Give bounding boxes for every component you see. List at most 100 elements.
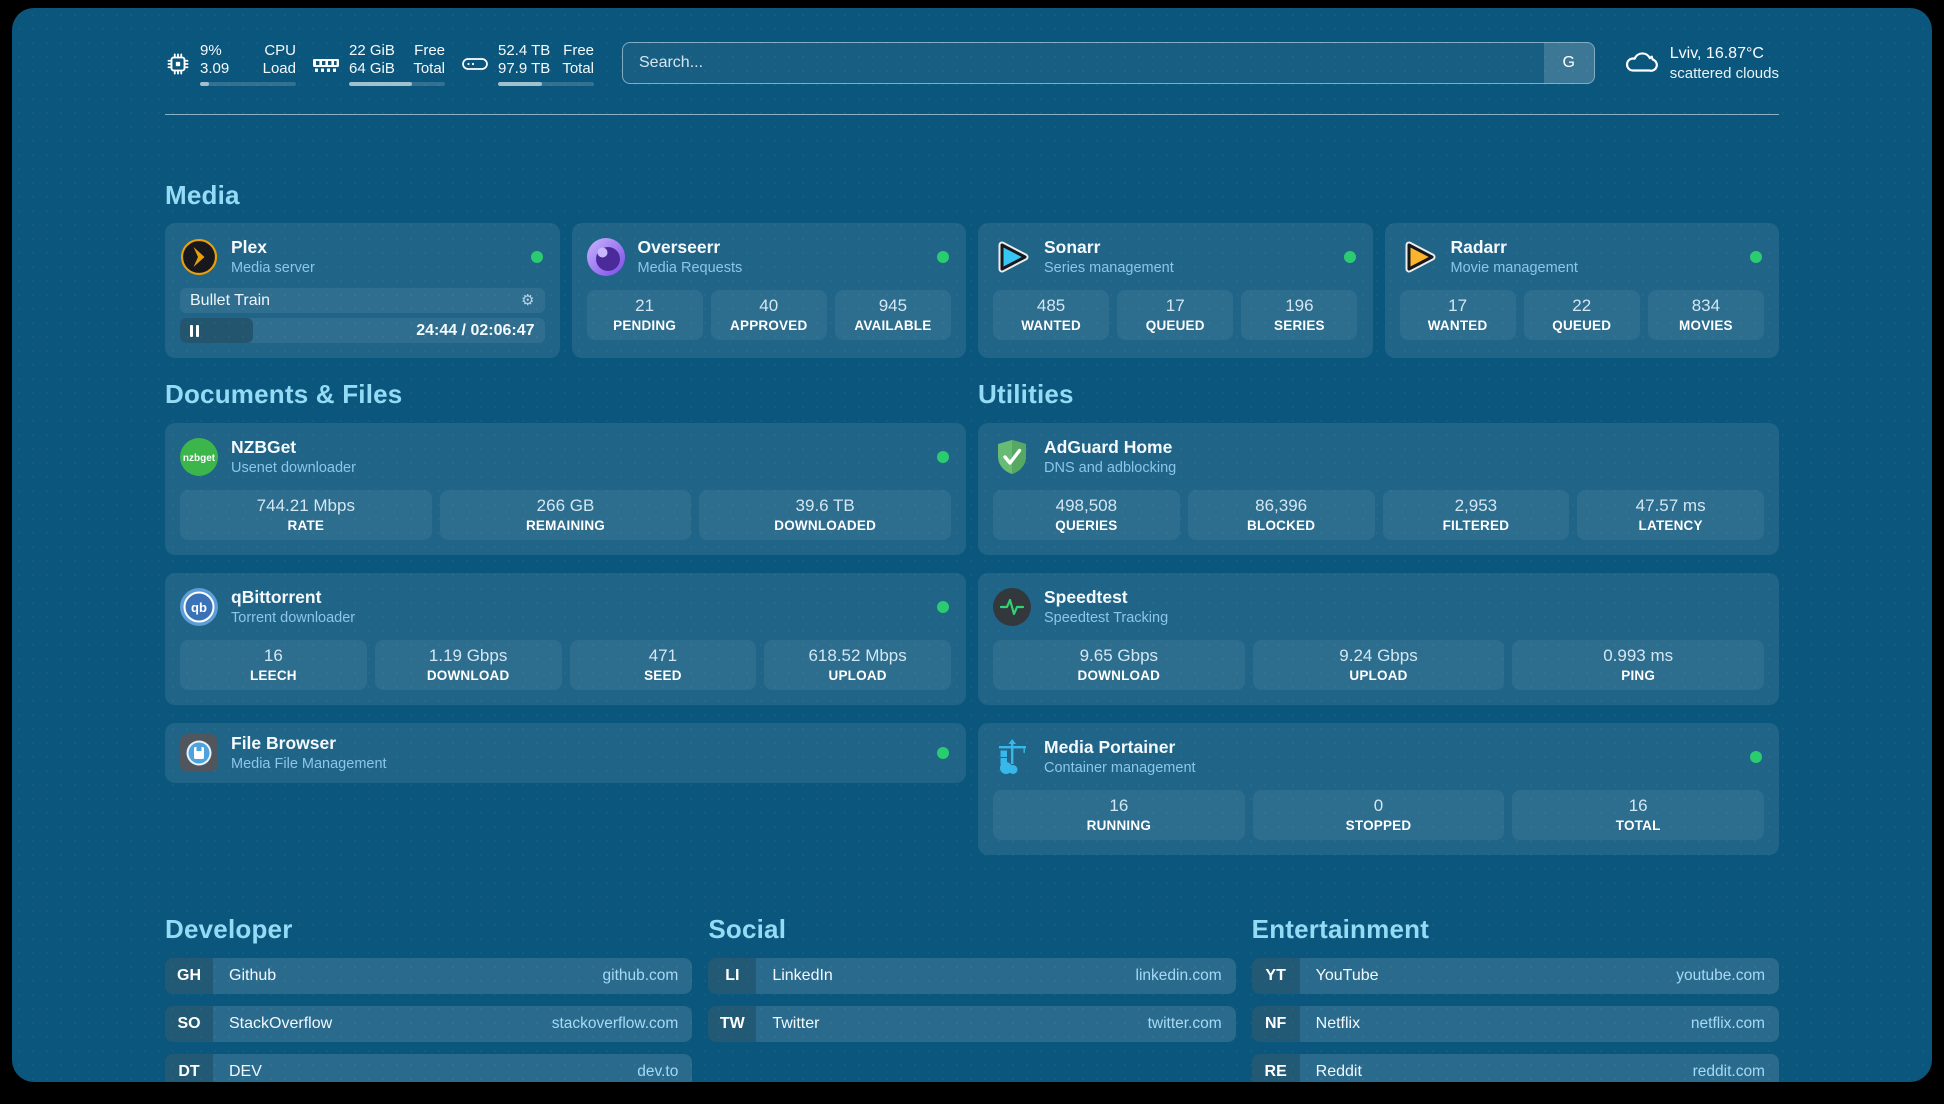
weather-widget: Lviv, 16.87°C scattered clouds [1623,42,1779,83]
radarr-card[interactable]: Radarr Movie management 17 WANTED 22 QUEUE… [1384,223,1779,358]
stat-tile: 9.24 Gbps UPLOAD [1252,640,1505,690]
svg-text:qb: qb [191,600,207,615]
stat-tile: 498,508 QUERIES [993,490,1180,540]
filebrowser-card[interactable]: File Browser Media File Management [165,723,966,783]
utilities-section-title: Utilities [978,379,1074,409]
cpu-load-value: 3.09 [200,60,230,77]
stat-tile: 266 GB REMAINING [439,490,692,540]
weather-location-temp: Lviv, 16.87°C [1669,45,1764,62]
media-section: Media Plex Media server [165,179,1779,358]
memory-total-value: 64 GiB [349,60,395,77]
memory-free-label: Free [414,42,445,59]
link-row-twitter[interactable]: TW Twitter twitter.com [708,1006,1236,1042]
cpu-load-label: Load [262,60,296,77]
status-online-dot [937,251,949,263]
stat-tile: 744.21 Mbps RATE [180,490,432,540]
sonarr-card[interactable]: Sonarr Series management 485 WANTED 17 QUE… [978,223,1373,358]
cpu-usage-label: CPU [264,42,296,59]
link-row-github[interactable]: GH Github github.com [165,958,693,994]
disk-total-label: Total [562,60,594,77]
stat-tile: 22 QUEUED [1523,290,1640,340]
pause-icon[interactable] [190,324,199,337]
link-abbr: SO [165,1006,213,1042]
portainer-card[interactable]: Media Portainer Container management 16 R… [978,723,1779,855]
memory-icon [312,51,340,77]
link-row-linkedin[interactable]: LI LinkedIn linkedin.com [708,958,1236,994]
app-name: Media Portainer [1044,737,1176,757]
link-url: twitter.com [1147,1015,1222,1032]
playback-progress-row: 24:44 / 02:06:47 [180,318,545,343]
cpu-progress-bar [200,82,296,86]
overseerr-card[interactable]: Overseerr Media Requests 21 PENDING 40 APP… [571,223,966,358]
memory-free-value: 22 GiB [349,42,395,59]
app-subtitle: Movie management [1450,260,1578,276]
link-name: Reddit [1315,1063,1362,1080]
system-stats: 9% CPU 3.09 Load 22 GiB Free 64 GiB Total [165,42,594,86]
disk-free-value: 52.4 TB [498,42,551,59]
memory-total-label: Total [413,60,445,77]
stat-tile: 0.993 ms PING [1512,640,1764,690]
app-subtitle: Speedtest Tracking [1044,610,1169,626]
link-url: github.com [602,967,679,984]
memory-stat: 22 GiB Free 64 GiB Total [312,42,445,86]
stat-tile: 618.52 Mbps UPLOAD [764,640,951,690]
app-subtitle: Series management [1044,260,1174,276]
speedtest-card[interactable]: Speedtest Speedtest Tracking 9.65 Gbps DO… [978,573,1779,705]
disk-icon [461,51,489,77]
documents-section: Documents & Files nzbget NZBGet Usenet d… [165,378,966,855]
link-abbr: TW [708,1006,757,1042]
app-name: Sonarr [1044,237,1101,257]
stat-tile: 17 QUEUED [1117,290,1234,340]
header-divider [165,114,1779,115]
link-url: reddit.com [1692,1063,1765,1080]
adguard-card[interactable]: AdGuard Home DNS and adblocking 498,508 Q… [978,423,1779,555]
search-input[interactable] [623,43,1594,83]
search-engine-button[interactable]: G [1543,43,1594,83]
stat-tile: 86,396 BLOCKED [1187,490,1375,540]
stat-tile: 16 TOTAL [1512,790,1764,840]
qbittorrent-card[interactable]: qb qBittorrent Torrent downloader 16 LEEC… [165,573,966,705]
gear-icon: ⚙ [521,292,535,309]
developer-links-section: Developer GH Github github.com SO StackO… [165,913,693,1082]
app-subtitle: Torrent downloader [231,610,356,626]
link-row-dev[interactable]: DT DEV dev.to [165,1054,693,1082]
link-abbr: LI [708,958,757,994]
disk-total-value: 97.9 TB [498,60,551,77]
link-row-stackoverflow[interactable]: SO StackOverflow stackoverflow.com [165,1006,693,1042]
stat-tile: 17 WANTED [1399,290,1516,340]
sonarr-icon [993,238,1031,276]
radarr-icon [1400,238,1438,276]
media-section-title: Media [165,180,240,210]
status-online-dot [1343,251,1356,263]
link-row-reddit[interactable]: RE Reddit reddit.com [1251,1054,1779,1082]
link-abbr: YT [1251,958,1300,994]
search-bar: G [622,42,1595,84]
status-online-dot [937,747,949,759]
disk-free-label: Free [563,42,594,59]
status-online-dot [530,251,543,263]
stat-tile: 471 SEED [569,640,757,690]
qbittorrent-icon: qb [180,588,218,626]
link-row-youtube[interactable]: YT YouTube youtube.com [1251,958,1779,994]
app-subtitle: Media server [231,260,315,276]
app-subtitle: Usenet downloader [231,460,356,476]
app-name: qBittorrent [231,587,322,607]
plex-card[interactable]: Plex Media server Bullet Train ⚙ 24:44 /… [165,223,560,358]
app-name: NZBGet [231,437,297,457]
now-playing-title: Bullet Train [190,291,271,309]
portainer-crane-icon [993,738,1031,776]
stat-tile: 16 LEECH [180,640,367,690]
weather-condition: scattered clouds [1669,65,1779,82]
app-name: File Browser [231,733,337,753]
now-playing-row: Bullet Train ⚙ [180,288,545,313]
link-row-netflix[interactable]: NF Netflix netflix.com [1251,1006,1779,1042]
link-abbr: RE [1251,1054,1300,1082]
stat-tile: 1.19 Gbps DOWNLOAD [374,640,562,690]
link-url: stackoverflow.com [551,1015,679,1032]
nzbget-card[interactable]: nzbget NZBGet Usenet downloader 744.21 M… [165,423,966,555]
stat-tile: 485 WANTED [993,290,1110,340]
cpu-stat: 9% CPU 3.09 Load [165,42,296,86]
app-subtitle: Media Requests [637,260,743,276]
plex-icon [180,238,218,276]
app-name: Speedtest [1044,587,1128,607]
